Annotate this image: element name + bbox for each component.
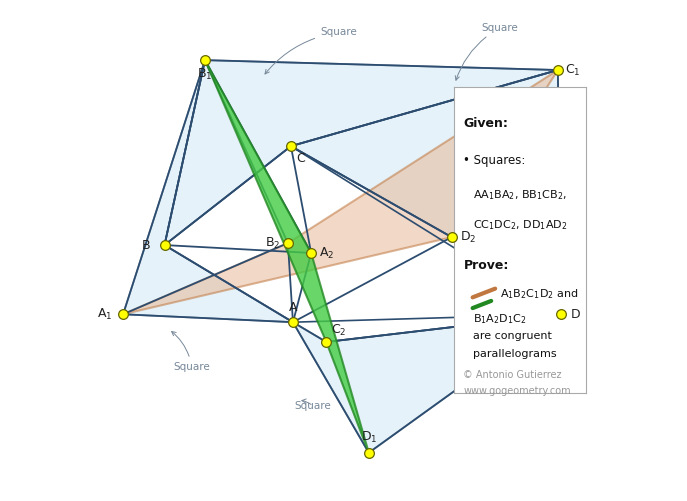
Text: C$_2$: C$_2$ bbox=[330, 323, 346, 338]
Polygon shape bbox=[205, 60, 369, 453]
Text: C: C bbox=[297, 151, 306, 164]
Text: Square: Square bbox=[455, 23, 519, 80]
Polygon shape bbox=[293, 314, 561, 453]
Text: Square: Square bbox=[265, 28, 357, 74]
Polygon shape bbox=[123, 70, 558, 314]
Polygon shape bbox=[123, 60, 293, 322]
Text: D$_1$: D$_1$ bbox=[361, 430, 377, 445]
Text: B$_2$: B$_2$ bbox=[265, 235, 280, 250]
Text: C$_1$: C$_1$ bbox=[565, 63, 581, 78]
Text: D: D bbox=[572, 308, 581, 321]
Text: D$_2$: D$_2$ bbox=[460, 229, 476, 244]
Text: Square: Square bbox=[172, 332, 210, 372]
Text: B: B bbox=[142, 238, 150, 252]
Text: A: A bbox=[289, 301, 297, 314]
Text: A$_1$: A$_1$ bbox=[97, 307, 113, 322]
Text: Square: Square bbox=[295, 399, 332, 411]
Text: A$_2$: A$_2$ bbox=[319, 245, 334, 261]
Text: B$_1$: B$_1$ bbox=[197, 67, 213, 82]
Polygon shape bbox=[164, 60, 558, 245]
Polygon shape bbox=[291, 70, 561, 314]
